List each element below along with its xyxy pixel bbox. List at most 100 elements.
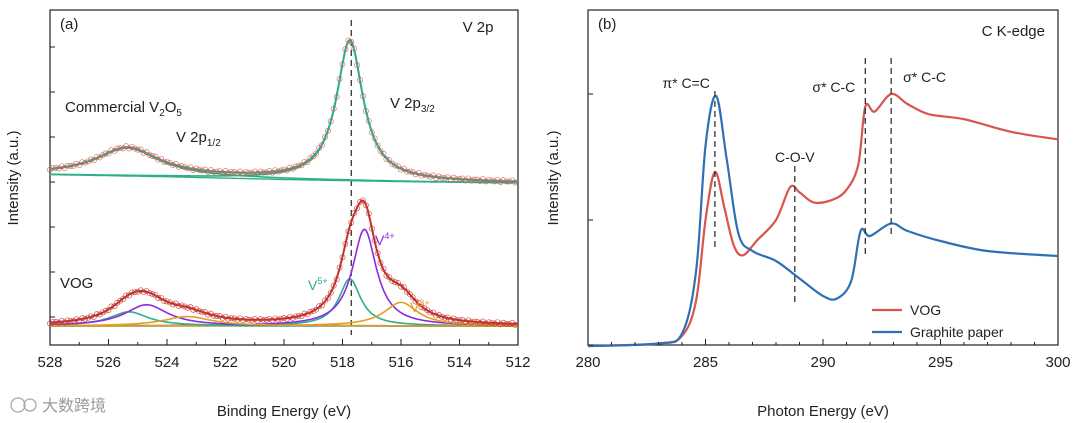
a-data-point xyxy=(433,312,440,319)
a-data-point xyxy=(439,313,445,320)
a-xtick-label: 524 xyxy=(154,354,179,371)
a-data-point xyxy=(260,317,267,324)
panel-b: 280 285 290 295 300 (b) C K-edge Photon Ener… xyxy=(545,9,1071,420)
a-data-point xyxy=(345,37,352,44)
a-data-point xyxy=(351,45,358,52)
a-data-point xyxy=(120,296,127,303)
a-data-point xyxy=(398,166,404,173)
a-data-point xyxy=(88,313,94,320)
a-data-point xyxy=(374,142,381,149)
a-data-point xyxy=(126,145,132,152)
a-data-point xyxy=(427,173,434,180)
a-data-point xyxy=(175,163,182,170)
a-data-point xyxy=(497,179,504,185)
a-data-point xyxy=(248,170,255,177)
a-data-point xyxy=(155,156,162,163)
a-data-point xyxy=(292,163,299,170)
b-xtick-label: 290 xyxy=(810,354,835,371)
a-data-point xyxy=(412,298,419,305)
a-data-point xyxy=(336,75,343,82)
a-data-point xyxy=(205,311,211,318)
a-data-point xyxy=(263,169,270,176)
a-data-point xyxy=(374,250,381,257)
a-data-point xyxy=(509,320,516,326)
a-data-point xyxy=(140,289,147,296)
a-data-point xyxy=(371,135,378,142)
a-data-point xyxy=(149,291,156,298)
a-data-point xyxy=(400,284,407,291)
a-data-point xyxy=(301,158,308,165)
a-data-point xyxy=(354,205,361,212)
a-data-point xyxy=(85,158,91,165)
a-data-point xyxy=(506,320,513,327)
a-data-point xyxy=(155,295,162,301)
a-data-point xyxy=(441,175,448,182)
a-data-point xyxy=(450,315,457,322)
a-data-point xyxy=(269,317,276,324)
a-xtick-label: 526 xyxy=(96,354,121,371)
a-data-point xyxy=(395,280,402,287)
b-xtick-label: 285 xyxy=(693,354,718,371)
a-data-point xyxy=(181,303,188,310)
panel-b-xlabel: Photon Energy (eV) xyxy=(757,403,889,420)
a-data-point xyxy=(149,153,156,159)
a-data-point xyxy=(298,162,305,169)
a-data-point xyxy=(324,294,331,301)
a-data-point xyxy=(117,145,124,152)
a-data-point xyxy=(64,317,71,324)
a-data-point xyxy=(289,315,296,322)
a-data-point xyxy=(319,302,325,309)
a-data-point xyxy=(485,319,492,326)
a-data-point xyxy=(114,145,121,152)
a-data-point xyxy=(409,294,416,301)
a-data-point xyxy=(190,306,197,313)
a-data-point xyxy=(339,254,346,261)
a-data-point xyxy=(456,176,463,183)
watermark-logo-icon-2 xyxy=(23,398,37,412)
a-data-point xyxy=(134,146,141,153)
a-data-point xyxy=(330,282,337,289)
a-data-point xyxy=(251,316,258,322)
a-data-point xyxy=(301,310,308,317)
a-data-point xyxy=(503,320,510,327)
a-data-point xyxy=(307,308,314,315)
a-xtick-label: 512 xyxy=(505,354,530,371)
a-data-point xyxy=(474,176,481,183)
a-data-point xyxy=(468,177,475,184)
a-xtick-label: 520 xyxy=(271,354,296,371)
a-data-point xyxy=(228,169,235,176)
a-data-point xyxy=(368,129,375,136)
a-data-point xyxy=(143,287,150,294)
a-data-point xyxy=(67,317,74,324)
b-annotation-label: σ* C-C xyxy=(903,69,946,85)
a-data-point xyxy=(207,167,214,174)
a-data-point xyxy=(278,315,285,322)
a-envelope xyxy=(49,199,518,325)
a-data-point xyxy=(360,93,366,100)
a-data-point xyxy=(278,167,285,174)
a-data-point xyxy=(482,320,489,327)
a-data-point xyxy=(383,156,390,163)
a-data-point xyxy=(213,313,220,319)
a-data-point xyxy=(64,162,71,169)
a-data-point xyxy=(102,307,109,314)
a-data-point xyxy=(316,303,323,310)
a-data-point xyxy=(49,319,56,325)
a-data-point xyxy=(322,134,328,140)
a-data-point xyxy=(295,312,302,319)
a-data-point xyxy=(199,309,206,316)
a-data-point xyxy=(88,156,94,163)
a-data-point xyxy=(175,303,182,309)
a-data-point xyxy=(342,240,349,247)
a-data-point xyxy=(254,170,261,177)
panel-a-ylabel: Intensity (a.u.) xyxy=(5,130,22,225)
a-data-point xyxy=(459,317,466,323)
a-data-point xyxy=(433,175,440,181)
a-data-point xyxy=(389,277,396,284)
a-data-point xyxy=(47,166,53,173)
a-data-point xyxy=(354,62,361,68)
a-data-point xyxy=(383,272,390,279)
a-data-point xyxy=(439,174,445,181)
a-data-point xyxy=(219,170,226,176)
a-data-point xyxy=(216,313,223,320)
